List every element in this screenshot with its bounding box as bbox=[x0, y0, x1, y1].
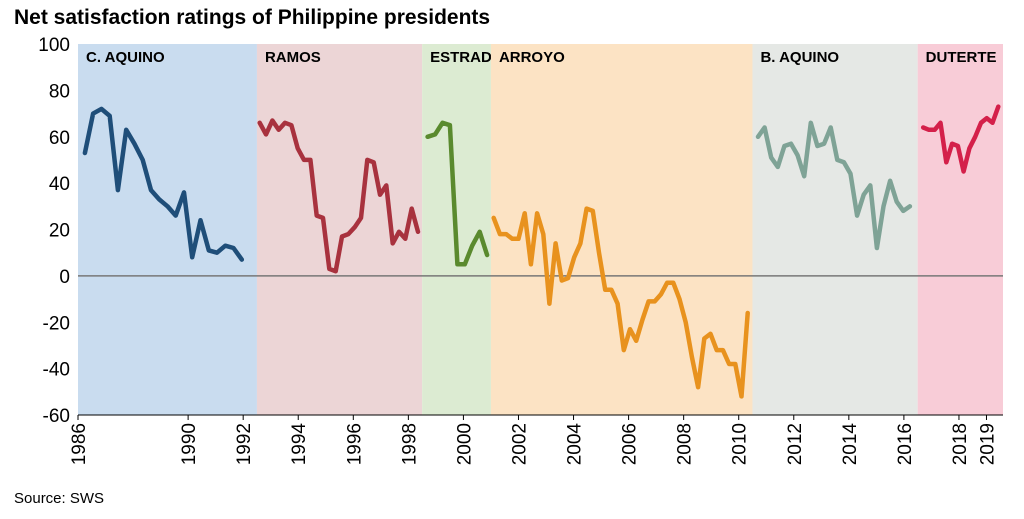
band-label: C. AQUINO bbox=[86, 49, 165, 66]
rating-line bbox=[82, 106, 245, 262]
x-tick-label: 2004 bbox=[565, 423, 586, 466]
x-tick-label: 2016 bbox=[895, 423, 916, 465]
y-tick-label: -20 bbox=[43, 313, 70, 334]
y-tick-label: 0 bbox=[59, 267, 70, 288]
rating-line bbox=[425, 120, 490, 267]
y-tick-label: 80 bbox=[49, 81, 70, 102]
y-tick-label: 40 bbox=[49, 174, 70, 195]
rating-line bbox=[257, 118, 421, 274]
y-tick-label: 60 bbox=[49, 128, 70, 149]
x-tick-label: 2010 bbox=[730, 423, 751, 465]
term-band bbox=[752, 44, 918, 415]
x-tick-label: 1990 bbox=[179, 423, 200, 465]
term-band bbox=[917, 44, 1003, 415]
term-band bbox=[490, 44, 753, 415]
rating-line bbox=[755, 120, 913, 251]
y-tick-label: -60 bbox=[43, 406, 70, 427]
x-tick-label: 1994 bbox=[289, 423, 310, 466]
x-tick-label: 2006 bbox=[620, 423, 641, 465]
rating-line bbox=[491, 206, 750, 399]
x-tick-label: 2000 bbox=[454, 423, 475, 465]
band-label: ESTRADA bbox=[430, 49, 503, 66]
chart-title: Net satisfaction ratings of Philippine p… bbox=[14, 6, 490, 29]
band-label: ARROYO bbox=[499, 49, 565, 66]
x-tick-label: 2018 bbox=[950, 423, 971, 465]
term-band bbox=[78, 44, 257, 415]
band-label: RAMOS bbox=[265, 49, 321, 66]
y-tick-label: -40 bbox=[43, 360, 70, 381]
x-tick-label: 2008 bbox=[675, 423, 696, 465]
x-tick-label: 2012 bbox=[785, 423, 806, 465]
band-label: B. AQUINO bbox=[760, 49, 839, 66]
y-tick-label: 20 bbox=[49, 221, 70, 242]
x-tick-label: 2014 bbox=[840, 423, 861, 466]
x-tick-label: 2002 bbox=[509, 423, 530, 465]
x-tick-label: 1992 bbox=[234, 423, 255, 465]
x-tick-label: 1996 bbox=[344, 423, 365, 465]
x-tick-label: 1998 bbox=[399, 423, 420, 465]
x-tick-label: 2019 bbox=[977, 423, 998, 465]
rating-line bbox=[920, 104, 1001, 174]
term-band bbox=[256, 44, 423, 415]
y-tick-label: 100 bbox=[38, 35, 70, 56]
x-tick-label: 1986 bbox=[69, 423, 90, 465]
source-note: Source: SWS bbox=[14, 490, 104, 507]
band-label: DUTERTE bbox=[926, 49, 997, 66]
